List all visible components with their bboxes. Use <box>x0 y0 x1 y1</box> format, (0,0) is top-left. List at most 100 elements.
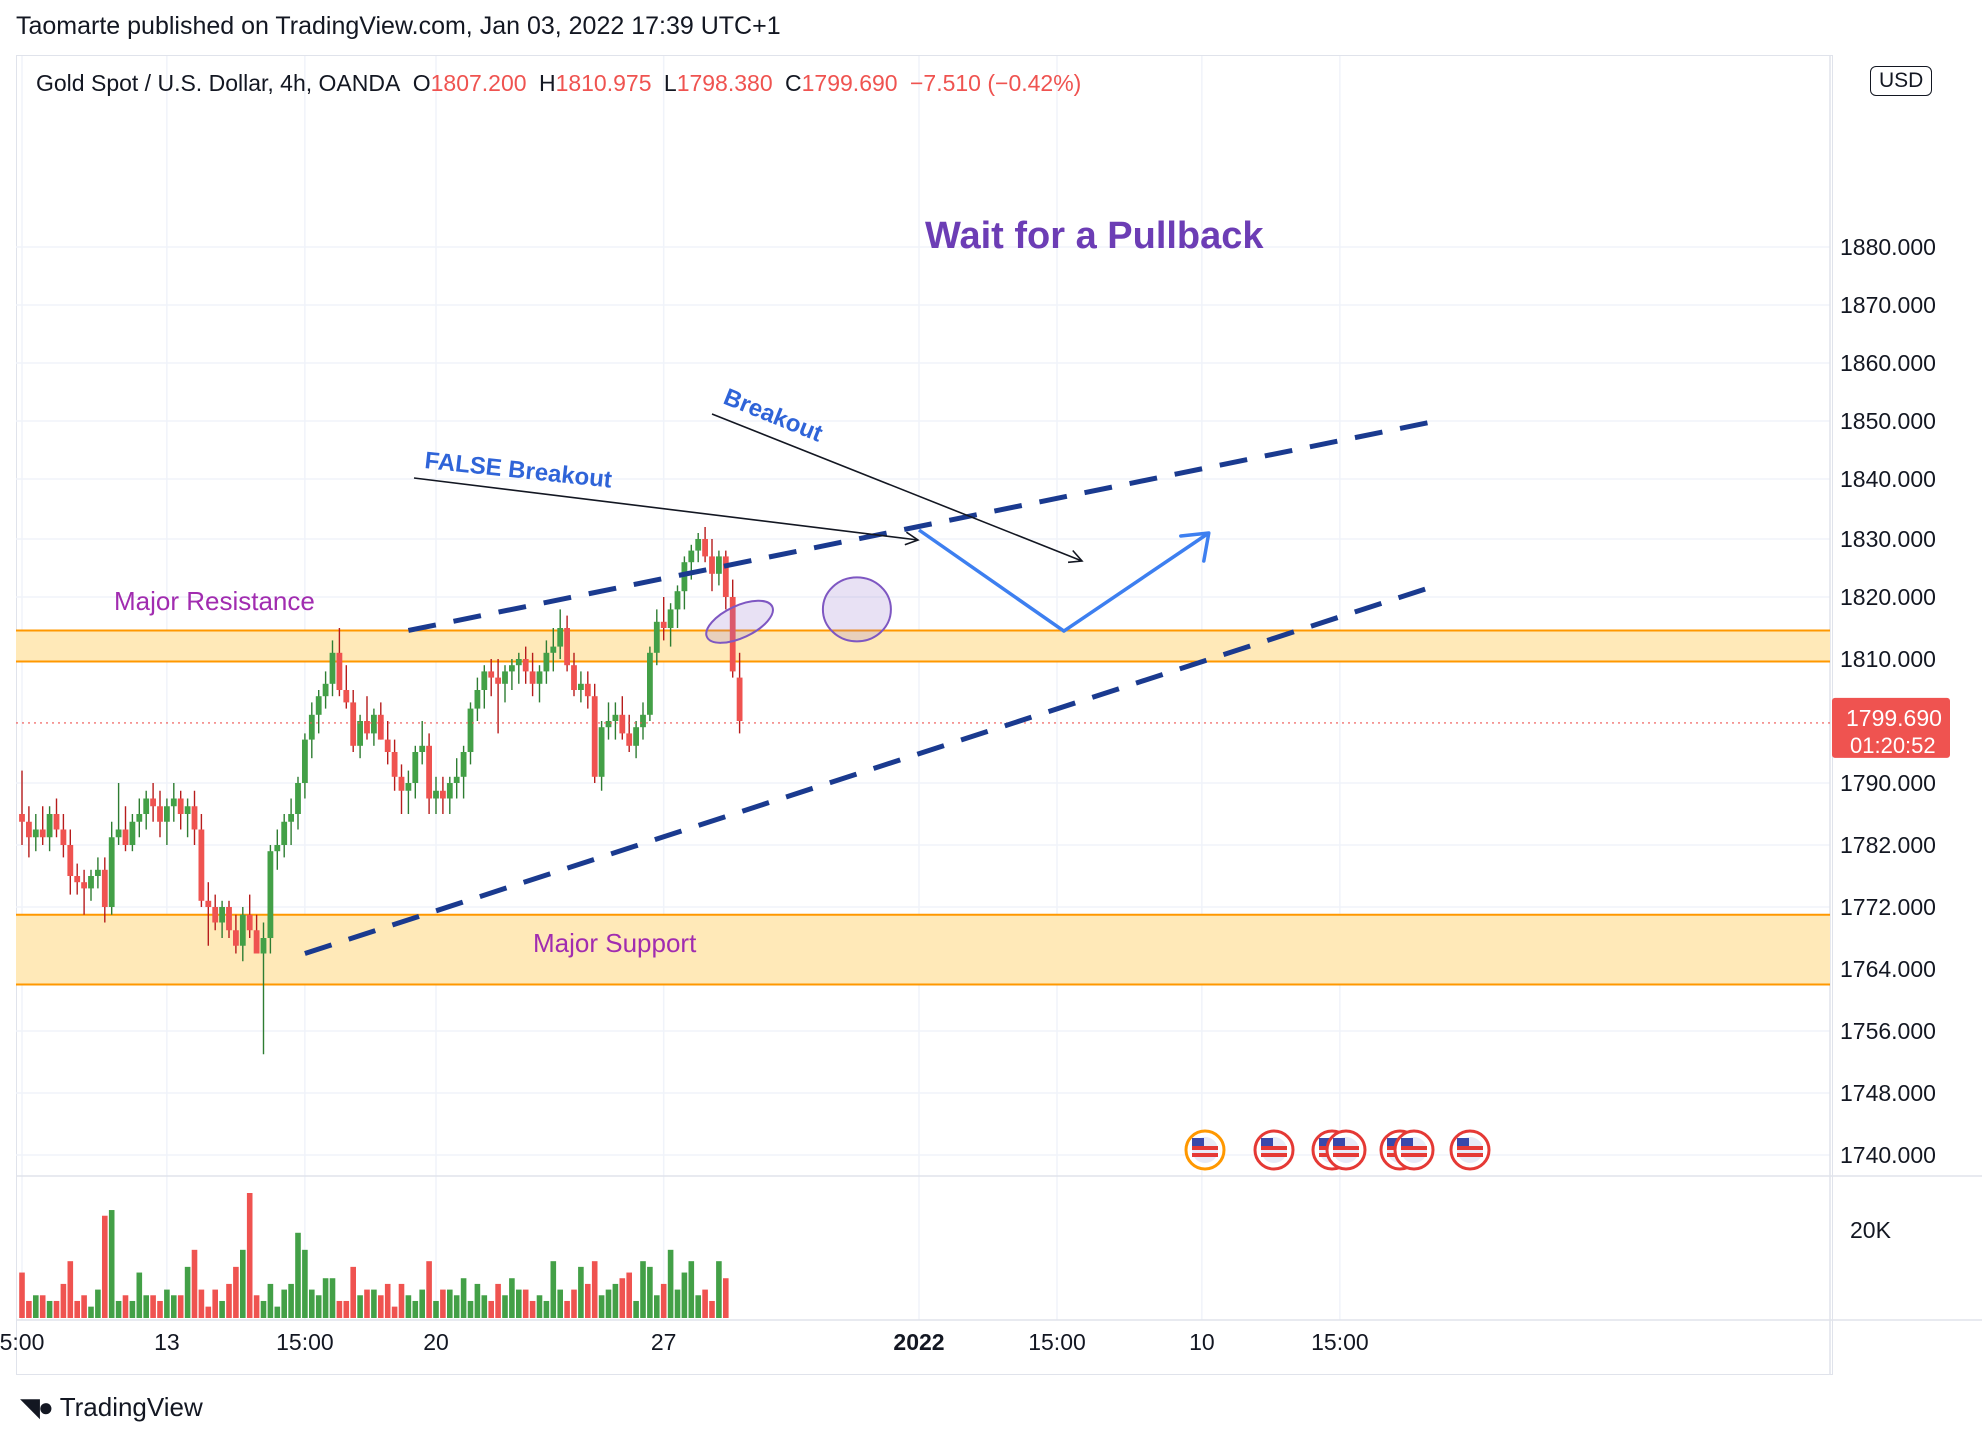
volume-bar <box>129 1300 136 1318</box>
volume-bar <box>709 1300 715 1318</box>
volume-bar <box>281 1289 287 1318</box>
candle-body <box>233 930 239 946</box>
volume-bar <box>246 1193 253 1318</box>
volume-bar <box>633 1300 639 1318</box>
volume-bar <box>640 1261 646 1318</box>
volume-bar <box>474 1283 481 1318</box>
symbol-legend: Gold Spot / U.S. Dollar, 4h, OANDA O1807… <box>36 70 1087 97</box>
us-event-flag-icon <box>1457 1138 1469 1146</box>
price-tick-label: 1840.000 <box>1840 466 1936 492</box>
volume-bar <box>585 1283 591 1318</box>
volume-bar <box>681 1272 688 1318</box>
candle-body <box>26 821 32 838</box>
volume-bar <box>233 1266 239 1318</box>
volume-bar <box>67 1261 74 1318</box>
candle-body <box>88 876 94 889</box>
candle-body <box>302 739 308 783</box>
volume-bar <box>695 1295 701 1318</box>
price-tick-label: 1756.000 <box>1840 1018 1936 1044</box>
candle-body <box>164 806 170 822</box>
volume-bar <box>88 1306 94 1318</box>
us-event-flag-icon <box>1401 1153 1427 1157</box>
tradingview-logo[interactable]: ◥● TradingView <box>20 1392 203 1423</box>
volume-bar <box>447 1289 453 1318</box>
volume-bar <box>688 1261 695 1318</box>
us-event-flag-icon <box>1261 1153 1287 1157</box>
volume-bar <box>205 1306 212 1318</box>
candle-body <box>405 783 412 791</box>
candle-body <box>253 930 260 954</box>
volume-bar <box>419 1289 425 1318</box>
volume-bar <box>522 1289 529 1318</box>
high-value: 1810.975 <box>555 70 652 96</box>
volume-bar <box>571 1289 577 1318</box>
candle-body <box>191 806 198 830</box>
candle-body <box>246 914 253 931</box>
volume-bar <box>536 1295 543 1318</box>
candle-body <box>136 814 143 822</box>
volume-bar <box>343 1300 350 1318</box>
candle-body <box>647 652 653 715</box>
us-event-flag-icon <box>1192 1146 1218 1150</box>
volume-bar <box>60 1283 67 1318</box>
volume-bar <box>33 1295 39 1318</box>
volume-bar <box>550 1261 557 1318</box>
volume-bar <box>716 1261 722 1318</box>
candle-body <box>53 814 60 830</box>
candle-body <box>481 671 488 690</box>
candle-body <box>722 556 729 597</box>
price-tick-label: 1850.000 <box>1840 408 1936 434</box>
volume-bar <box>74 1300 80 1318</box>
currency-button[interactable]: USD <box>1870 66 1933 96</box>
volume-bar <box>309 1289 315 1318</box>
candle-body <box>184 806 191 814</box>
volume-bar <box>654 1295 660 1318</box>
highlight-ellipse <box>705 599 774 644</box>
volume-bar <box>26 1300 32 1318</box>
us-event-flag-icon <box>1192 1153 1218 1157</box>
channel-lower-line <box>304 583 1438 956</box>
volume-bar <box>329 1278 336 1318</box>
candle-body <box>529 671 536 684</box>
volume-bar <box>488 1300 494 1318</box>
candle-body <box>729 597 736 672</box>
volume-bar <box>267 1283 274 1318</box>
volume-bar <box>384 1283 391 1318</box>
candle-body <box>488 671 495 678</box>
time-tick-label: 20 <box>423 1329 449 1355</box>
volume-bar <box>578 1266 584 1318</box>
volume-bar <box>198 1289 205 1318</box>
brand-name: TradingView <box>59 1392 203 1422</box>
grid <box>16 56 1982 1374</box>
candle-body <box>391 752 398 777</box>
candle-body <box>198 829 205 901</box>
candle-body <box>288 814 294 822</box>
volume-bar <box>440 1289 446 1318</box>
volume-bar <box>95 1289 101 1318</box>
volume-bar <box>647 1266 653 1318</box>
candle-body <box>371 714 377 734</box>
candle-body <box>536 671 543 684</box>
volume-bar <box>108 1210 115 1318</box>
us-event-flag-icon <box>1319 1138 1331 1146</box>
volume-bar <box>143 1295 149 1318</box>
price-tick-label: 1740.000 <box>1840 1142 1936 1168</box>
price-tick-label: 1860.000 <box>1840 350 1936 376</box>
us-event-flag-icon <box>1401 1138 1413 1146</box>
volume-bar <box>240 1249 246 1318</box>
candle-body <box>39 829 46 838</box>
price-tick-label: 1830.000 <box>1840 526 1936 552</box>
volume-bar <box>460 1278 467 1318</box>
price-tick-label: 1790.000 <box>1840 770 1936 796</box>
volume-bar <box>164 1289 170 1318</box>
zone-fill <box>16 914 1830 985</box>
candle-body <box>267 851 274 938</box>
false-breakout-arrow <box>413 477 919 541</box>
time-tick-label: 15:00 <box>1311 1329 1369 1355</box>
tradingview-icon: ◥● <box>20 1392 54 1422</box>
candle-body <box>343 690 350 703</box>
breakout-arrow-head <box>1067 549 1084 564</box>
candle-body <box>226 907 232 931</box>
